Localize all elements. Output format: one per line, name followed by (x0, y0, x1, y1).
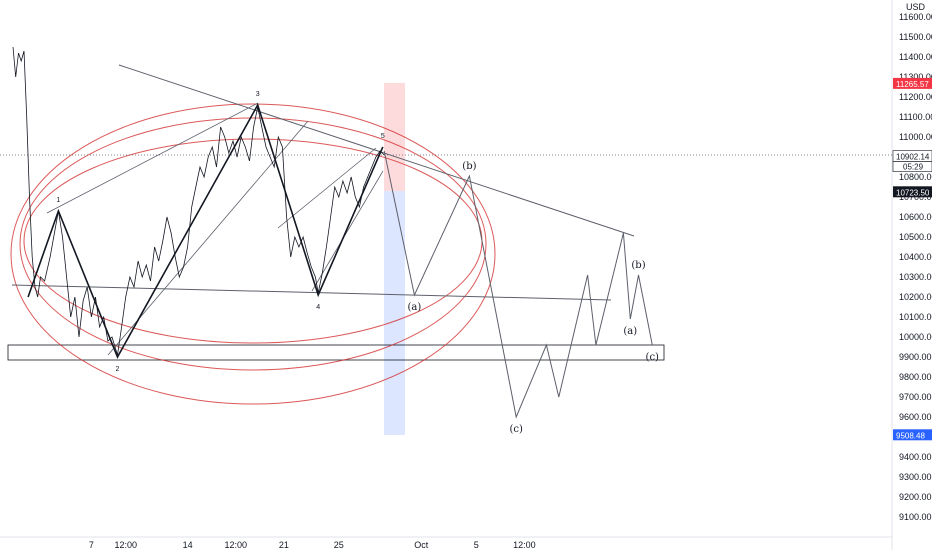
x-tick-label: Oct (414, 540, 429, 550)
projection-label-11: (c) (646, 352, 660, 363)
risk-zone (384, 83, 405, 191)
projection-label-3: (c) (509, 424, 523, 435)
y-tick-label: 9400.00 (899, 452, 932, 462)
projection-label-10: (b) (631, 260, 645, 271)
projection-label-2: (b) (462, 161, 476, 172)
y-tick-label: 9700.00 (899, 392, 932, 402)
countdown-tag (892, 161, 932, 172)
support-zone-box (7, 344, 665, 361)
plot-area[interactable] (0, 0, 892, 537)
channel-line-4 (277, 147, 377, 229)
elliott-wave-line (27, 102, 384, 359)
y-tick-label: 11300.00 (899, 72, 932, 82)
y-tick-label: 11000.00 (899, 132, 932, 142)
y-tick-label: 9200.00 (899, 492, 932, 502)
price-tag-top-text: 11265.57 (896, 80, 929, 89)
y-tick-label: 10000.00 (899, 332, 932, 342)
wave-label-5: 5 (381, 133, 385, 140)
y-tick-label: 11400.00 (899, 52, 932, 62)
wave-label-3: 3 (256, 91, 260, 98)
y-tick-label: 9600.00 (899, 412, 932, 422)
projection-label-1: (a) (408, 302, 422, 313)
x-tick-label: 12:00 (513, 540, 536, 550)
price-tag-top (893, 77, 932, 89)
x-tick-label: 25 (334, 540, 344, 550)
x-tick-label: 14 (183, 540, 193, 550)
price-tag-mid-text: 10723.50 (896, 188, 930, 197)
wave-label-4: 4 (316, 304, 320, 311)
y-tick-label: 9300.00 (899, 472, 932, 482)
y-tick-label: 10100.00 (899, 312, 932, 322)
wave-label-2: 2 (116, 366, 120, 373)
y-tick-label: 9800.00 (899, 372, 932, 382)
price-tag-low (893, 429, 932, 441)
y-tick-label: 10200.00 (899, 292, 932, 302)
y-tick-label: 11600.00 (899, 12, 932, 22)
price-tag-last-text: 10902.14 (896, 153, 930, 162)
x-tick-label: 7 (89, 540, 94, 550)
lower-trendline (11, 284, 612, 301)
x-tick-label: 21 (279, 540, 289, 550)
projection-label-9: (a) (623, 326, 637, 337)
x-tick-label: 5 (474, 540, 479, 550)
y-tick-label: 9900.00 (899, 352, 932, 362)
price-tag-mid (893, 186, 932, 198)
channel-line-3 (311, 170, 384, 292)
price-tag-low-text: 9508.48 (896, 431, 925, 440)
projection-path (383, 150, 653, 419)
channel-line-1 (46, 102, 259, 214)
y-tick-label: 10600.00 (899, 212, 932, 222)
y-tick-label: 11500.00 (899, 32, 932, 42)
upper-trendline (118, 64, 635, 237)
y-tick-label: 11200.00 (899, 92, 932, 102)
cycle-ellipse-outer (10, 103, 496, 405)
y-tick-label: 11100.00 (899, 112, 932, 122)
y-tick-label: 9100.00 (899, 512, 932, 522)
y-tick-label: 10300.00 (899, 272, 932, 282)
currency-label: USD (906, 2, 926, 12)
cycle-ellipse-middle (19, 117, 487, 371)
y-tick-label: 10800.00 (899, 172, 932, 182)
y-tick-label: 10500.00 (899, 232, 932, 242)
x-tick-label: 12:00 (114, 540, 137, 550)
countdown-tag-text: 05:29 (903, 163, 924, 172)
x-tick-label: 12:00 (224, 540, 247, 550)
wave-label-1: 1 (56, 197, 60, 204)
target-zone (384, 191, 405, 435)
y-tick-label: 10400.00 (899, 252, 932, 262)
price-series-line (12, 46, 385, 356)
